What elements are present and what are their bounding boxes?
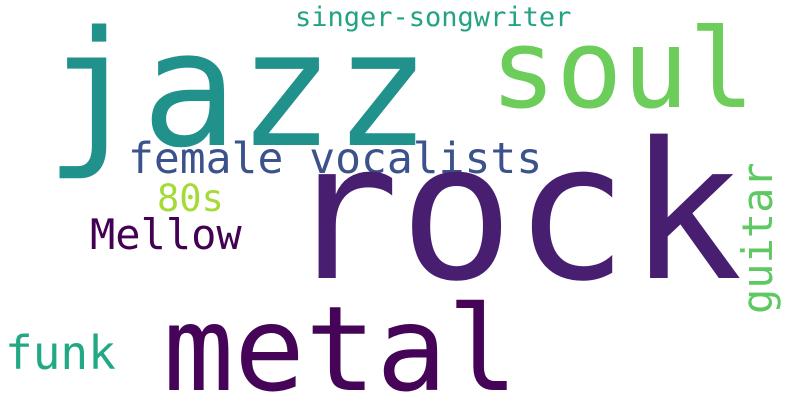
word-80s: 80s [157,177,224,220]
word-mellow: Mellow [90,210,242,259]
word-singer-songwriter: singer-songwriter [295,2,572,33]
word-funk: funk [5,326,116,380]
word-guitar: guitar [733,162,782,314]
word-female-vocalists: female vocalists [128,134,543,184]
word-metal: metal [163,280,519,418]
word-rock: rock [285,102,743,323]
word-cloud: jazz soul singer-songwriter female vocal… [5,0,782,408]
word-jazz: jazz [45,0,431,183]
word-soul: soul [490,5,755,133]
